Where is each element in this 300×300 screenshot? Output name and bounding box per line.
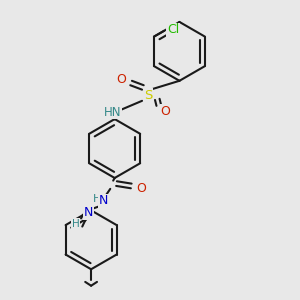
Text: Cl: Cl [167,23,179,36]
Text: N: N [99,194,108,207]
Text: H: H [93,194,101,204]
Text: H: H [72,219,80,229]
Text: S: S [144,89,153,102]
Text: O: O [160,105,170,118]
Text: O: O [136,182,146,195]
Text: N: N [84,206,93,219]
Text: HN: HN [103,106,121,119]
Text: O: O [116,74,126,86]
